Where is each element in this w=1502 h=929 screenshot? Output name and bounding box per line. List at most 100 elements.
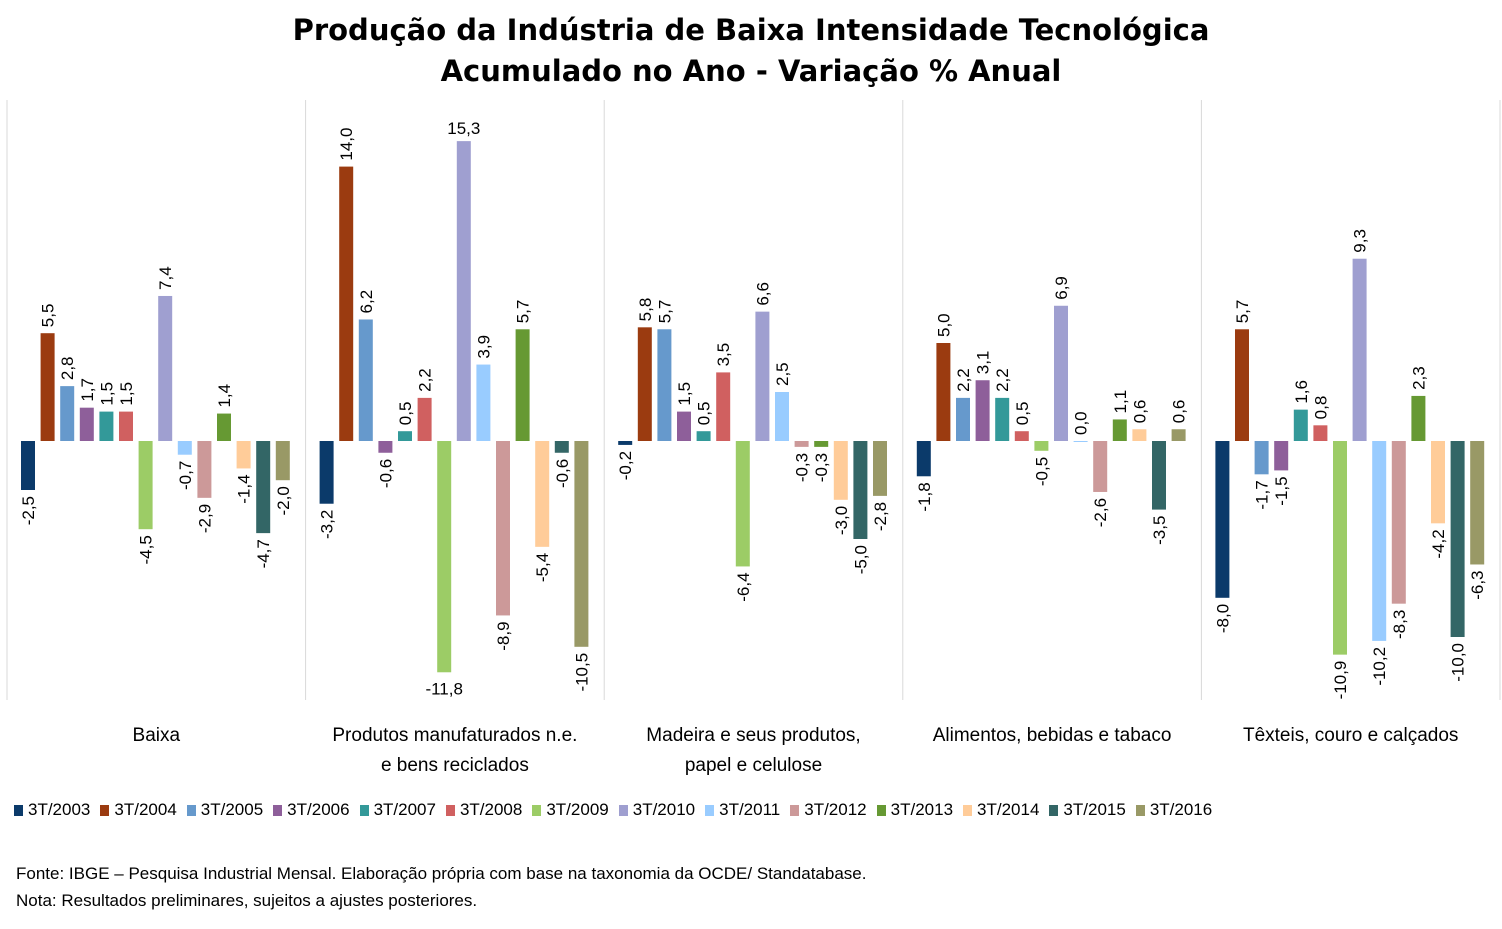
bar bbox=[677, 411, 691, 441]
data-label: 3,5 bbox=[714, 343, 733, 367]
bar bbox=[515, 329, 530, 441]
data-label: 0,8 bbox=[1311, 396, 1330, 420]
bar bbox=[1054, 305, 1068, 441]
bar bbox=[378, 441, 393, 453]
data-label: -3,5 bbox=[1150, 516, 1169, 545]
bar bbox=[417, 397, 432, 441]
legend-swatch bbox=[790, 804, 800, 816]
bar bbox=[975, 380, 990, 441]
bar bbox=[119, 411, 133, 441]
bar bbox=[833, 441, 848, 500]
data-label: 1,1 bbox=[1111, 390, 1130, 414]
bar bbox=[916, 441, 931, 477]
data-label: -2,8 bbox=[871, 502, 890, 531]
legend-item: 3T/2008 bbox=[445, 800, 522, 820]
legend-item: 3T/2007 bbox=[359, 800, 436, 820]
bar-chart: -2,5 -3,2 -0,2 -1,8 -8,0 5,5 14,0 5,8 5,0 5,7 2,8 6… bbox=[6, 100, 1501, 776]
data-label: -5,0 bbox=[851, 545, 870, 574]
bar bbox=[60, 386, 75, 441]
legend-swatch bbox=[618, 804, 628, 816]
bar bbox=[476, 364, 491, 441]
bar bbox=[1372, 441, 1387, 641]
data-label: 15,3 bbox=[447, 119, 480, 138]
legend-label: 3T/2009 bbox=[546, 800, 609, 819]
chart-title-block: Produção da Indústria de Baixa Intensida… bbox=[0, 10, 1502, 92]
bar bbox=[398, 431, 412, 441]
legend-label: 3T/2005 bbox=[200, 800, 264, 819]
data-label: 0,6 bbox=[1130, 400, 1149, 424]
legend-item: 3T/2006 bbox=[273, 800, 350, 820]
bar bbox=[873, 441, 887, 496]
data-label: 0,5 bbox=[695, 402, 714, 426]
data-label: 2,2 bbox=[416, 368, 435, 392]
legend-item: 3T/2009 bbox=[532, 800, 609, 820]
legend-label: 3T/2012 bbox=[804, 800, 867, 819]
data-label: -2,5 bbox=[19, 496, 38, 525]
bar bbox=[236, 441, 251, 469]
data-label: 6,2 bbox=[357, 290, 376, 314]
bar bbox=[21, 441, 35, 490]
data-label: -0,3 bbox=[793, 453, 812, 482]
legend-item: 3T/2015 bbox=[1049, 800, 1126, 820]
legend-label: 3T/2010 bbox=[632, 800, 696, 819]
legend-label: 3T/2016 bbox=[1149, 800, 1213, 819]
legend-label: 3T/2015 bbox=[1063, 800, 1126, 819]
data-label: 1,6 bbox=[1292, 380, 1311, 404]
data-label: -4,7 bbox=[254, 539, 273, 568]
bar bbox=[217, 413, 231, 441]
bar bbox=[1391, 441, 1406, 604]
data-label: -1,7 bbox=[1253, 480, 1272, 509]
bar bbox=[554, 441, 569, 453]
bar bbox=[79, 407, 94, 441]
bar bbox=[1431, 441, 1445, 524]
legend-swatch bbox=[876, 804, 886, 816]
bar bbox=[696, 431, 711, 441]
legend-item: 3T/2010 bbox=[618, 800, 696, 820]
data-label: -10,5 bbox=[572, 653, 591, 692]
legend-swatch bbox=[359, 804, 369, 816]
legend-item: 3T/2004 bbox=[100, 800, 177, 820]
bar bbox=[1093, 441, 1108, 492]
bar bbox=[775, 392, 789, 441]
legend-swatch bbox=[1049, 804, 1059, 816]
data-label: -3,2 bbox=[318, 510, 337, 539]
data-label: -10,0 bbox=[1449, 643, 1468, 682]
data-label: -0,7 bbox=[176, 461, 195, 490]
bar bbox=[1411, 395, 1426, 441]
chart-notes: Fonte: IBGE – Pesquisa Industrial Mensal… bbox=[16, 860, 866, 914]
data-label: 2,8 bbox=[58, 356, 77, 380]
legend-label: 3T/2003 bbox=[28, 800, 91, 819]
legend-swatch bbox=[532, 804, 542, 816]
data-label: 5,7 bbox=[1233, 300, 1252, 324]
bar bbox=[1132, 429, 1147, 441]
data-label: 1,7 bbox=[78, 378, 97, 402]
category-label: Baixa bbox=[133, 725, 181, 746]
data-label: -6,4 bbox=[734, 572, 753, 601]
legend-swatch bbox=[273, 804, 283, 816]
bar bbox=[1274, 441, 1289, 471]
bar bbox=[853, 441, 868, 539]
data-label: -10,9 bbox=[1331, 661, 1350, 700]
data-label: 3,9 bbox=[474, 335, 493, 359]
chart-subtitle: Acumulado no Ano - Variação % Anual bbox=[440, 54, 1062, 88]
category-label: e bens reciclados bbox=[381, 755, 529, 776]
data-label: 5,7 bbox=[655, 300, 674, 324]
category-label: Madeira e seus produtos, bbox=[646, 725, 860, 746]
legend-label: 3T/2007 bbox=[373, 800, 436, 819]
data-label: 0,5 bbox=[1013, 402, 1032, 426]
bar bbox=[40, 333, 55, 441]
bar bbox=[1215, 441, 1230, 598]
legend-item: 3T/2003 bbox=[14, 800, 90, 820]
category-label: papel e celulose bbox=[685, 755, 822, 776]
data-label: -5,4 bbox=[533, 553, 552, 582]
data-label: 1,5 bbox=[97, 382, 116, 406]
legend-label: 3T/2013 bbox=[890, 800, 954, 819]
data-label: -0,6 bbox=[376, 459, 395, 488]
data-label: 2,3 bbox=[1409, 366, 1428, 390]
data-label: -2,9 bbox=[195, 504, 214, 533]
bar bbox=[637, 327, 652, 441]
bar bbox=[275, 441, 290, 481]
legend-item: 3T/2013 bbox=[876, 800, 954, 820]
category-label: Têxteis, couro e calçados bbox=[1243, 725, 1458, 746]
bar bbox=[1152, 441, 1166, 510]
